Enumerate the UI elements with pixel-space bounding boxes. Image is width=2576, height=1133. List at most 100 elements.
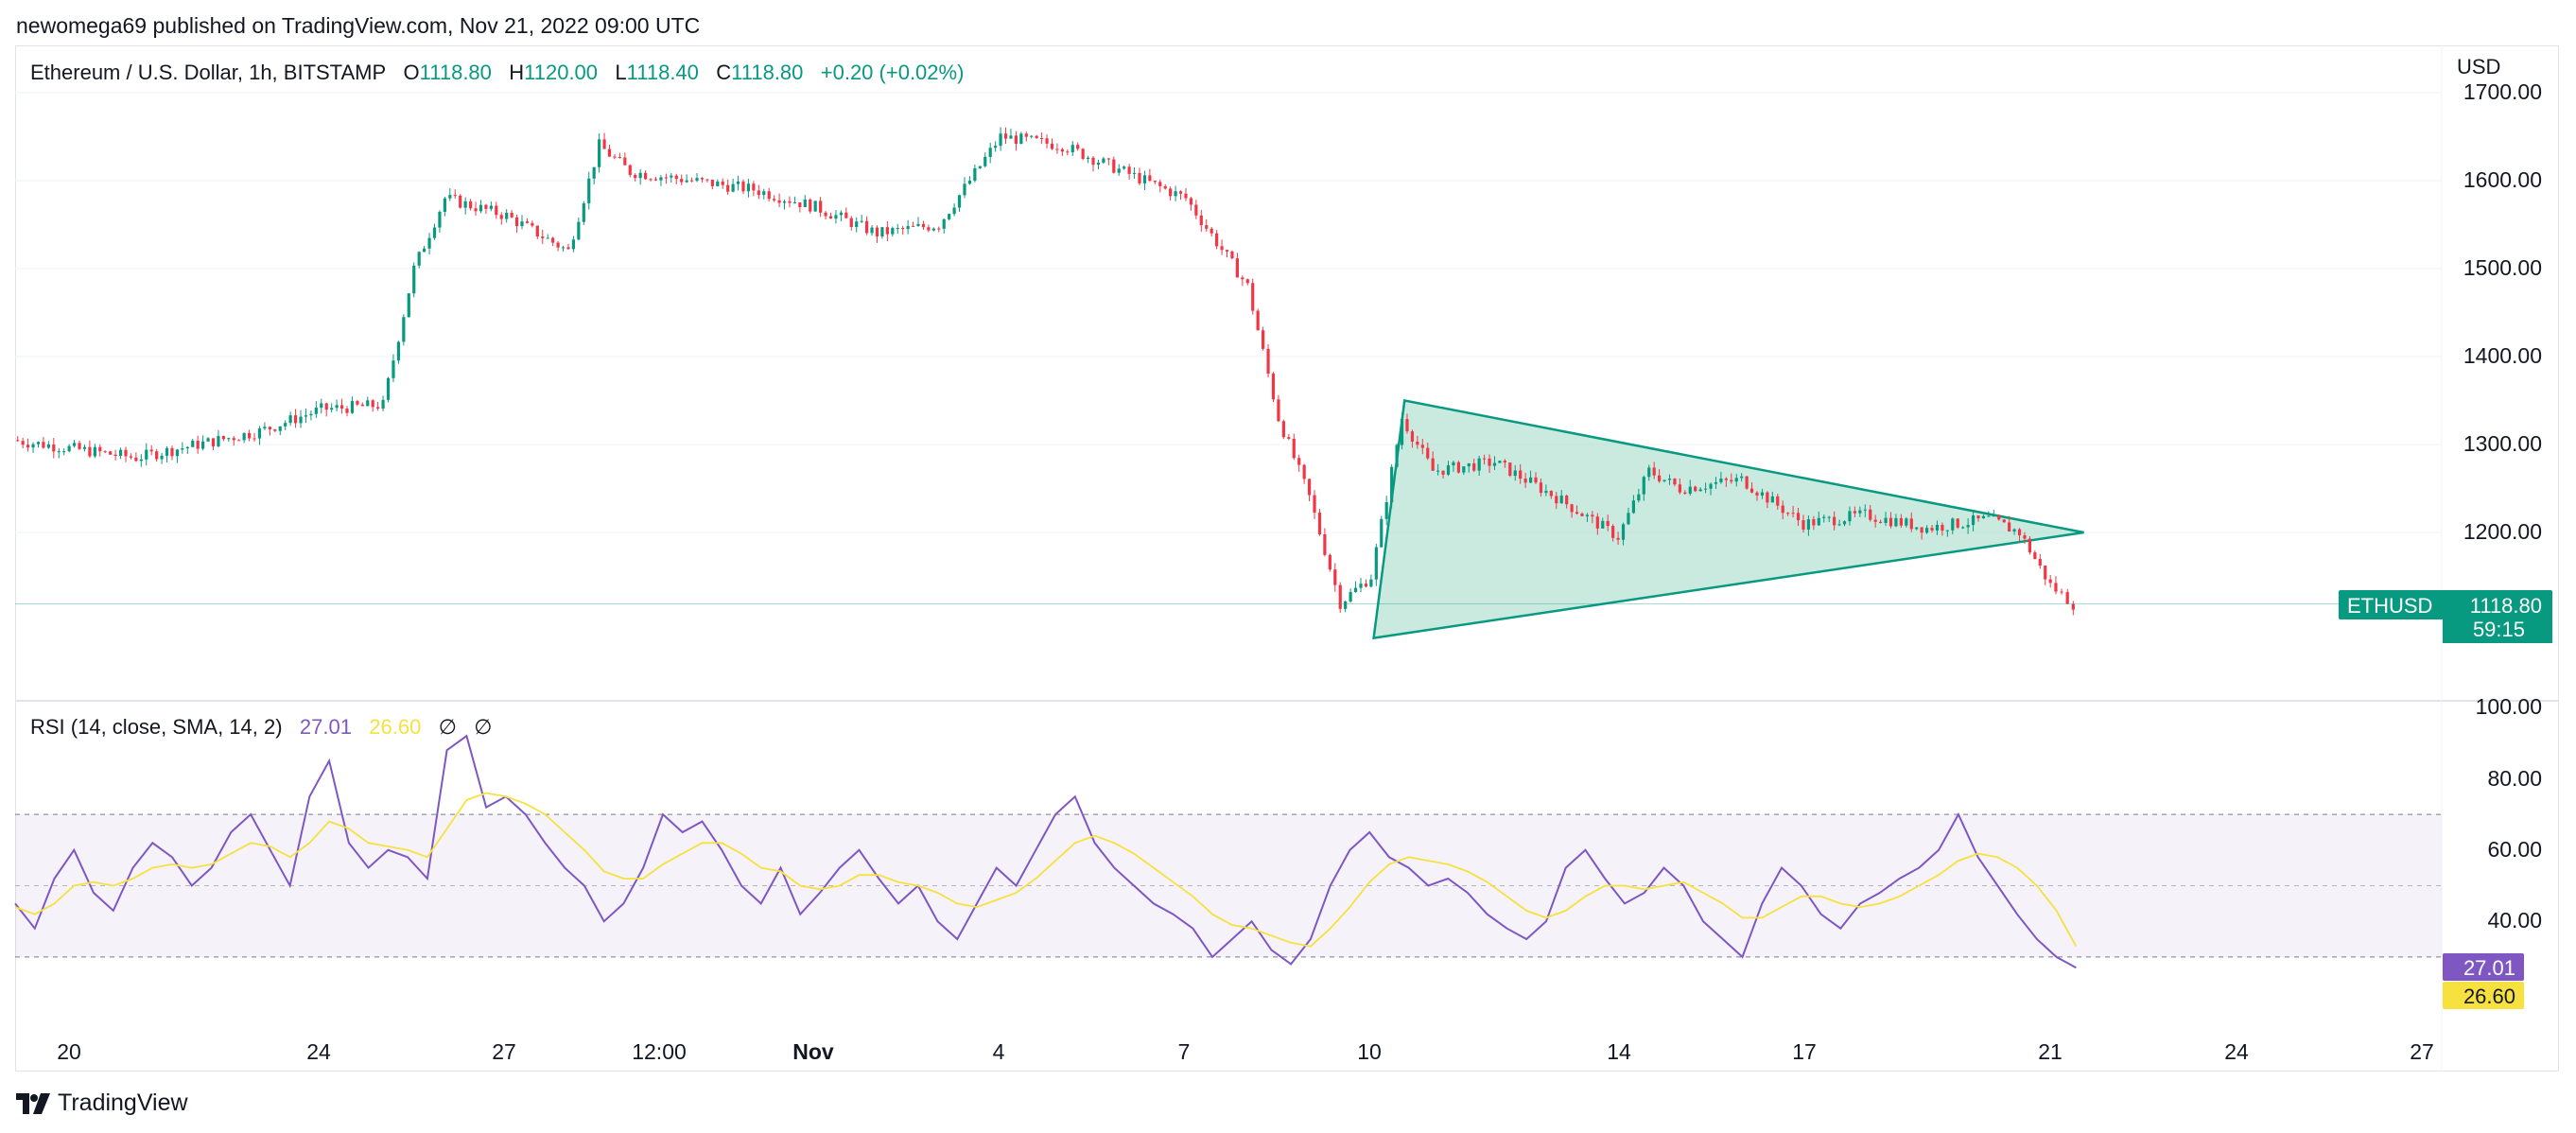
- candle-body: [257, 427, 262, 439]
- candle-body: [1662, 479, 1666, 481]
- candle-body: [1631, 500, 1636, 514]
- candle-body: [149, 449, 153, 452]
- candle-body: [1694, 486, 1697, 492]
- candle-body: [1652, 467, 1656, 476]
- candle-body: [1410, 431, 1415, 442]
- candle-body: [181, 448, 184, 450]
- candle-body: [46, 444, 50, 448]
- candle-body: [875, 227, 879, 237]
- candle-body: [937, 228, 941, 230]
- candle-body: [1606, 520, 1610, 527]
- candle-body: [839, 212, 843, 216]
- symbol-legend[interactable]: Ethereum / U.S. Dollar, 1h, BITSTAMP O11…: [30, 61, 964, 85]
- price-badge: ETHUSD 1118.80 59:15: [2339, 590, 2552, 643]
- candle-body: [1827, 516, 1831, 518]
- candle-body: [273, 429, 277, 431]
- candle-body: [1210, 228, 1213, 234]
- candle-body: [1966, 525, 1970, 528]
- candle-body: [911, 225, 915, 227]
- candle-body: [2054, 583, 2058, 592]
- time-tick-1200: 12:00: [632, 1039, 687, 1064]
- candle-body: [721, 181, 724, 185]
- candle-body: [2012, 529, 2016, 532]
- candle-body: [916, 223, 920, 226]
- candle-body: [217, 436, 220, 446]
- candle-body: [1086, 157, 1090, 160]
- candle-body: [844, 212, 848, 218]
- candle-body: [1153, 181, 1157, 183]
- price-tick-1600: 1600.00: [2463, 167, 2542, 192]
- candle-body: [356, 401, 359, 405]
- footer-brand[interactable]: TradingView: [16, 1089, 188, 1117]
- low-label: L: [615, 61, 627, 84]
- candle-body: [2060, 591, 2063, 593]
- candle-body: [638, 172, 642, 179]
- candle-body: [1235, 258, 1239, 278]
- candle-body: [1436, 470, 1440, 472]
- candle-body: [931, 228, 935, 231]
- candle-body: [463, 200, 467, 208]
- candle-body: [366, 400, 370, 407]
- candle-body: [201, 441, 205, 449]
- candle-body: [1467, 462, 1471, 467]
- time-tick-20: 20: [57, 1039, 81, 1064]
- candle-body: [1148, 175, 1152, 182]
- candle-body: [705, 179, 709, 181]
- candle-body: [1338, 584, 1342, 609]
- candle-body: [2028, 538, 2032, 553]
- candle-body: [1420, 444, 1424, 448]
- candle-body: [988, 148, 992, 157]
- candle-body: [1951, 518, 1955, 531]
- candle-body: [1755, 492, 1759, 496]
- candle-body: [335, 405, 339, 409]
- candle-body: [2048, 579, 2052, 584]
- price-tick-1700: 1700.00: [2463, 79, 2542, 104]
- candle-body: [1749, 488, 1754, 493]
- candle-body: [495, 205, 498, 216]
- candle-body: [813, 200, 817, 212]
- candle-body: [1740, 476, 1744, 479]
- candle-body: [623, 157, 627, 166]
- candle-body: [1698, 489, 1702, 492]
- candle-body: [109, 451, 113, 455]
- candle-body: [531, 222, 534, 226]
- candle-body: [1519, 470, 1523, 479]
- candle-body: [93, 446, 96, 457]
- candle-body: [1585, 514, 1590, 516]
- candle-body: [613, 156, 617, 158]
- candle-body: [371, 400, 374, 408]
- candle-body: [1534, 477, 1538, 483]
- candle-body: [1981, 515, 1986, 519]
- candle-body: [649, 179, 653, 181]
- candle-body: [1262, 330, 1265, 349]
- candle-body: [1734, 478, 1738, 482]
- rsi-legend[interactable]: RSI (14, close, SMA, 14, 2) 27.01 26.60 …: [30, 715, 492, 740]
- candle-body: [1806, 519, 1811, 531]
- candle-body: [957, 195, 962, 208]
- candle-body: [1307, 479, 1312, 496]
- candle-body: [314, 407, 318, 414]
- candle-body: [1333, 569, 1337, 585]
- time-tick-24b: 24: [2224, 1039, 2249, 1064]
- candle-body: [1915, 527, 1919, 530]
- candle-body: [520, 221, 524, 227]
- candle-body: [376, 407, 380, 410]
- candle-body: [1930, 528, 1934, 531]
- candle-body: [1178, 191, 1183, 194]
- candle-body: [942, 218, 946, 229]
- candle-body: [1055, 148, 1059, 150]
- candle-body: [1102, 158, 1105, 163]
- rsi-legend-value: 27.01: [299, 715, 352, 739]
- candle-body: [1709, 483, 1713, 489]
- candle-body: [170, 447, 174, 457]
- candle-body: [82, 446, 87, 449]
- candle-body: [386, 377, 391, 400]
- candle-body: [546, 237, 549, 239]
- candle-body: [1642, 477, 1645, 495]
- candle-body: [468, 200, 473, 209]
- candle-body: [1961, 527, 1965, 529]
- candle-body: [700, 178, 705, 180]
- candle-body: [1344, 601, 1348, 609]
- candle-body: [1297, 458, 1301, 465]
